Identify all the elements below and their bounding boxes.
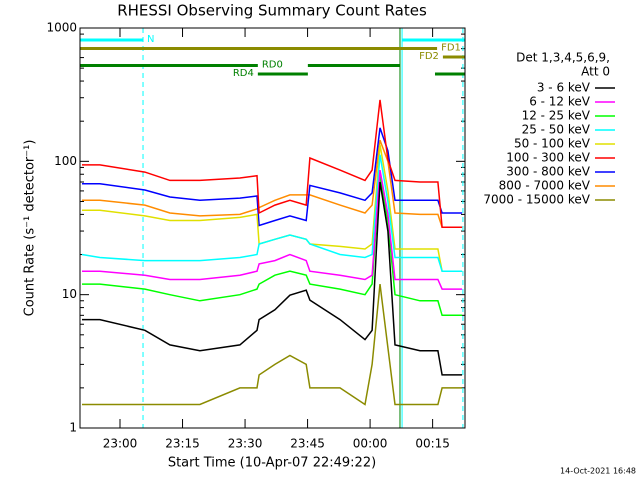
- series-line: [82, 181, 463, 376]
- x-tick-label: 00:00: [353, 437, 388, 451]
- chart-title: RHESSI Observing Summary Count Rates: [117, 2, 427, 20]
- x-tick-label: 23:30: [228, 437, 263, 451]
- flag-label: FD1: [441, 43, 461, 54]
- series-line: [82, 139, 463, 229]
- legend-label: 12 - 25 keV: [522, 109, 591, 123]
- plot-frame: [79, 27, 466, 429]
- x-tick-label: 23:15: [165, 437, 200, 451]
- legend-label: 3 - 6 keV: [537, 81, 591, 95]
- legend-label: 300 - 800 keV: [506, 165, 590, 179]
- x-tick-label: 23:00: [103, 437, 138, 451]
- legend-label: 25 - 50 keV: [522, 123, 591, 137]
- flag-label: FD2: [419, 51, 439, 62]
- legend-label: 50 - 100 keV: [514, 137, 591, 151]
- y-tick-label: 1000: [46, 21, 77, 35]
- series-line: [82, 169, 463, 290]
- legend-header: Att 0: [581, 65, 610, 79]
- x-axis-label: Start Time (10-Apr-07 22:49:22): [168, 456, 376, 471]
- legend-label: 7000 - 15000 keV: [483, 193, 590, 207]
- x-tick-label: 23:45: [290, 437, 325, 451]
- y-tick-label: 10: [62, 287, 77, 301]
- legend-label: 6 - 12 keV: [529, 95, 591, 109]
- series-line: [82, 284, 463, 406]
- legend-header: Det 1,3,4,5,6,9,: [516, 51, 610, 65]
- x-tick-label: 00:15: [415, 437, 450, 451]
- legend-label: 100 - 300 keV: [506, 151, 590, 165]
- y-tick-label: 100: [54, 154, 77, 168]
- flag-label: RD4: [233, 68, 254, 79]
- series-line: [82, 174, 463, 317]
- y-tick-label: 1: [69, 421, 77, 435]
- flag-label: N: [147, 34, 154, 45]
- series-line: [82, 99, 463, 229]
- flag-label: RD0: [262, 60, 283, 71]
- series-line: [81, 154, 463, 272]
- legend-label: 800 - 7000 keV: [499, 179, 591, 193]
- y-axis-label: Count Rate (s⁻¹ detector⁻¹): [23, 140, 38, 317]
- footer: 14-Oct-2021 16:48: [560, 467, 636, 476]
- series-line: [82, 127, 463, 227]
